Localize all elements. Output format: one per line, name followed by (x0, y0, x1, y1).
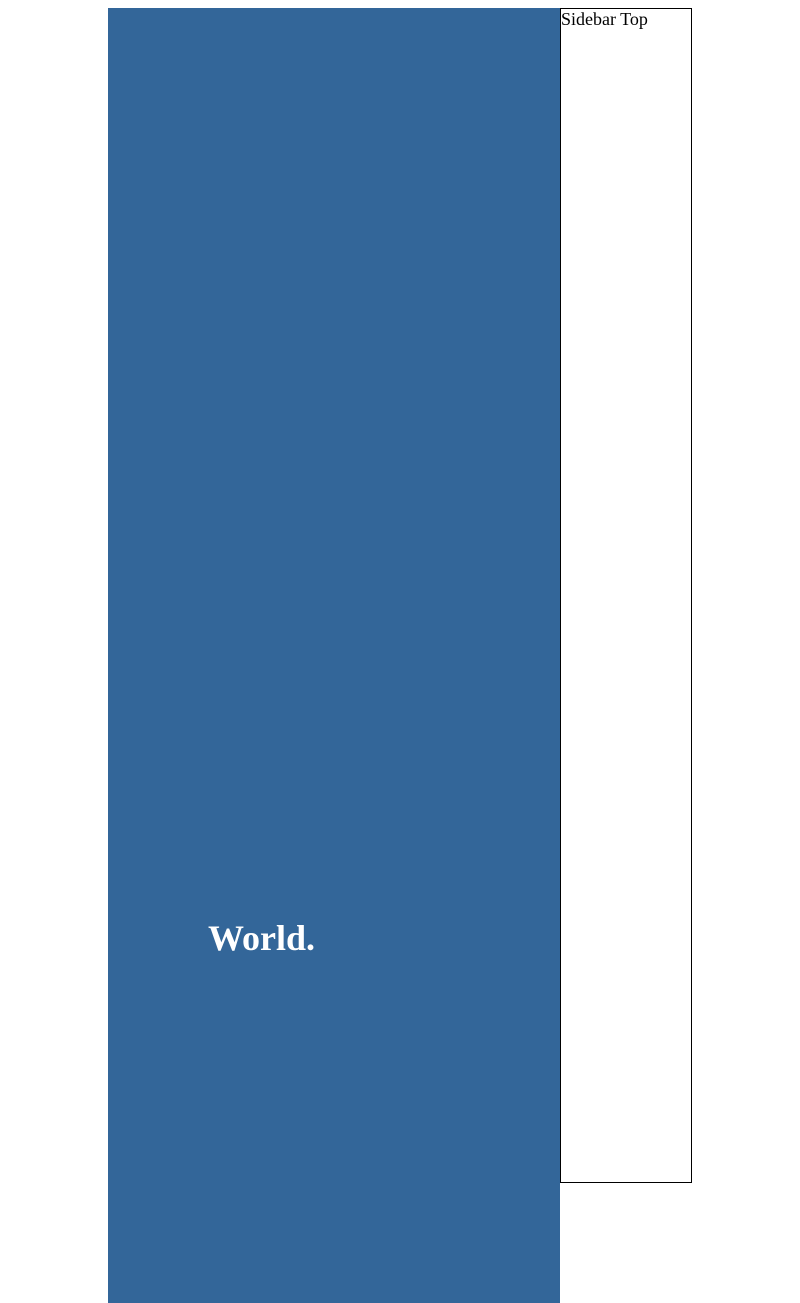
main-content-panel: World. (108, 8, 560, 1303)
headline: World. (208, 918, 316, 958)
sidebar: Sidebar Top (560, 8, 692, 1183)
sidebar-top-label: Sidebar Top (561, 9, 648, 29)
